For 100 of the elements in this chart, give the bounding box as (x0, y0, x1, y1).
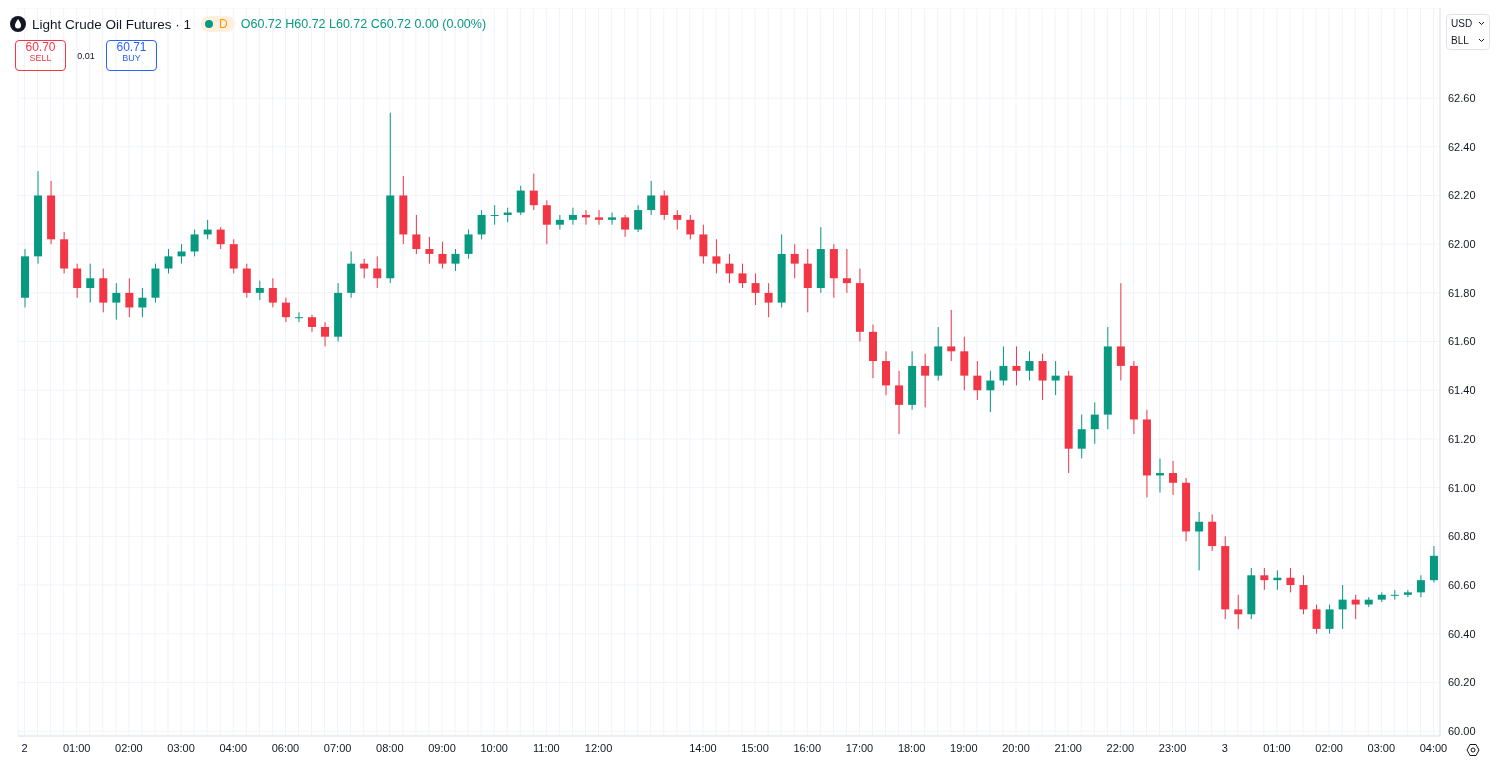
y-tick-label: 61.20 (1448, 432, 1476, 445)
candlestick (1012, 345, 1021, 386)
candlestick (425, 236, 434, 265)
candlestick (464, 229, 473, 260)
x-tick-label: 15:00 (741, 741, 769, 754)
y-tick-label: 62.40 (1448, 140, 1476, 153)
candlestick (138, 287, 147, 318)
x-tick-label: 17:00 (845, 741, 874, 754)
candlestick (73, 263, 82, 299)
x-tick-label: 09:00 (428, 741, 456, 754)
candlestick (255, 280, 264, 301)
candlestick (686, 214, 695, 240)
candlestick (568, 207, 577, 226)
candlestick (947, 309, 956, 362)
candlestick (790, 243, 799, 279)
x-tick-label: 03:00 (1367, 741, 1396, 754)
candlestick (1403, 589, 1412, 598)
x-tick-label: 20:00 (1002, 741, 1030, 754)
candlestick (516, 185, 525, 216)
candlestick (177, 243, 186, 265)
candlestick (738, 263, 747, 289)
y-tick-label: 60.20 (1448, 676, 1476, 689)
x-tick-label: 01:00 (62, 741, 91, 754)
candlestick (412, 214, 421, 255)
annotation: 60.71 (115, 40, 148, 54)
candlestick (764, 282, 773, 318)
candlestick (1338, 584, 1347, 630)
x-tick-label: 19:00 (950, 741, 978, 754)
candlestick (1025, 350, 1034, 382)
candlestick (451, 248, 460, 272)
candlestick (294, 311, 303, 323)
candlestick (1090, 401, 1099, 445)
x-tick-label: 11:00 (533, 741, 560, 754)
y-tick-label: 61.40 (1448, 384, 1476, 397)
candlestick (1312, 604, 1321, 635)
candlestick (973, 360, 982, 401)
candlestick (647, 180, 656, 216)
candlestick (621, 214, 630, 238)
x-tick-label: 22:00 (1106, 741, 1135, 754)
candlestick (895, 370, 904, 435)
x-tick-label: 04:00 (219, 741, 248, 754)
y-tick-label: 61.80 (1448, 286, 1476, 299)
candlestick (634, 204, 643, 233)
y-tick-label: 60.00 (1448, 725, 1476, 738)
annotation: SELL (28, 52, 53, 64)
candlestick (268, 277, 277, 308)
candlestick (490, 204, 499, 226)
candlestick (595, 209, 604, 226)
candlestick (190, 229, 199, 257)
y-tick-label: 61.00 (1448, 481, 1476, 494)
candlestick (712, 238, 721, 274)
candlestick (1038, 353, 1047, 401)
candlestick (321, 321, 330, 347)
candlestick (725, 253, 734, 284)
x-tick-label: 08:00 (376, 741, 404, 754)
candlestick (125, 277, 134, 318)
candlestick (542, 199, 551, 245)
x-tick-label: 2 (21, 741, 28, 754)
candlestick (999, 345, 1008, 386)
x-tick-label: 16:00 (793, 741, 822, 754)
x-tick-label: 04:00 (1419, 741, 1448, 754)
text: USD (1451, 18, 1473, 29)
x-tick-label: 3 (1221, 741, 1228, 754)
x-tick-label: 01:00 (1263, 741, 1291, 754)
y-tick-label: 62.60 (1448, 91, 1476, 104)
candlestick (660, 190, 669, 221)
candlestick (751, 272, 760, 306)
y-tick-label: 60.60 (1448, 578, 1476, 591)
candlestick (216, 226, 225, 250)
annotation: D (219, 17, 228, 31)
x-tick-label: 10:00 (480, 741, 508, 754)
y-tick-label: 62.00 (1448, 238, 1476, 251)
candlestick (281, 297, 290, 323)
candlestick (1390, 589, 1399, 601)
x-tick-label: 06:00 (271, 741, 300, 754)
candlestick (438, 241, 447, 270)
candlestick (164, 248, 173, 274)
candlestick (608, 212, 617, 226)
x-tick-label: 23:00 (1158, 741, 1187, 754)
annotation: 0.01 (76, 50, 96, 61)
annotation: 60.70 (24, 40, 57, 54)
text: BLL (1451, 35, 1469, 46)
candlestick (360, 258, 369, 279)
candlestick (86, 263, 95, 304)
candlestick (842, 248, 851, 294)
x-tick-label: 02:00 (115, 741, 143, 754)
text: Light Crude Oil Futures · 1 (32, 16, 192, 32)
candlestick (529, 173, 538, 211)
candlestick (1260, 567, 1269, 591)
candlestick (1195, 511, 1204, 571)
candlestick (921, 353, 930, 408)
candlestick (1077, 414, 1086, 459)
x-tick-label: 14:00 (689, 741, 717, 754)
candlestick (477, 209, 486, 240)
candlestick (1234, 594, 1243, 630)
candlestick (1286, 567, 1295, 593)
candlestick (1051, 360, 1060, 396)
x-tick-label: 02:00 (1315, 741, 1343, 754)
candlestick (112, 282, 121, 321)
y-tick-label: 62.20 (1448, 189, 1476, 202)
